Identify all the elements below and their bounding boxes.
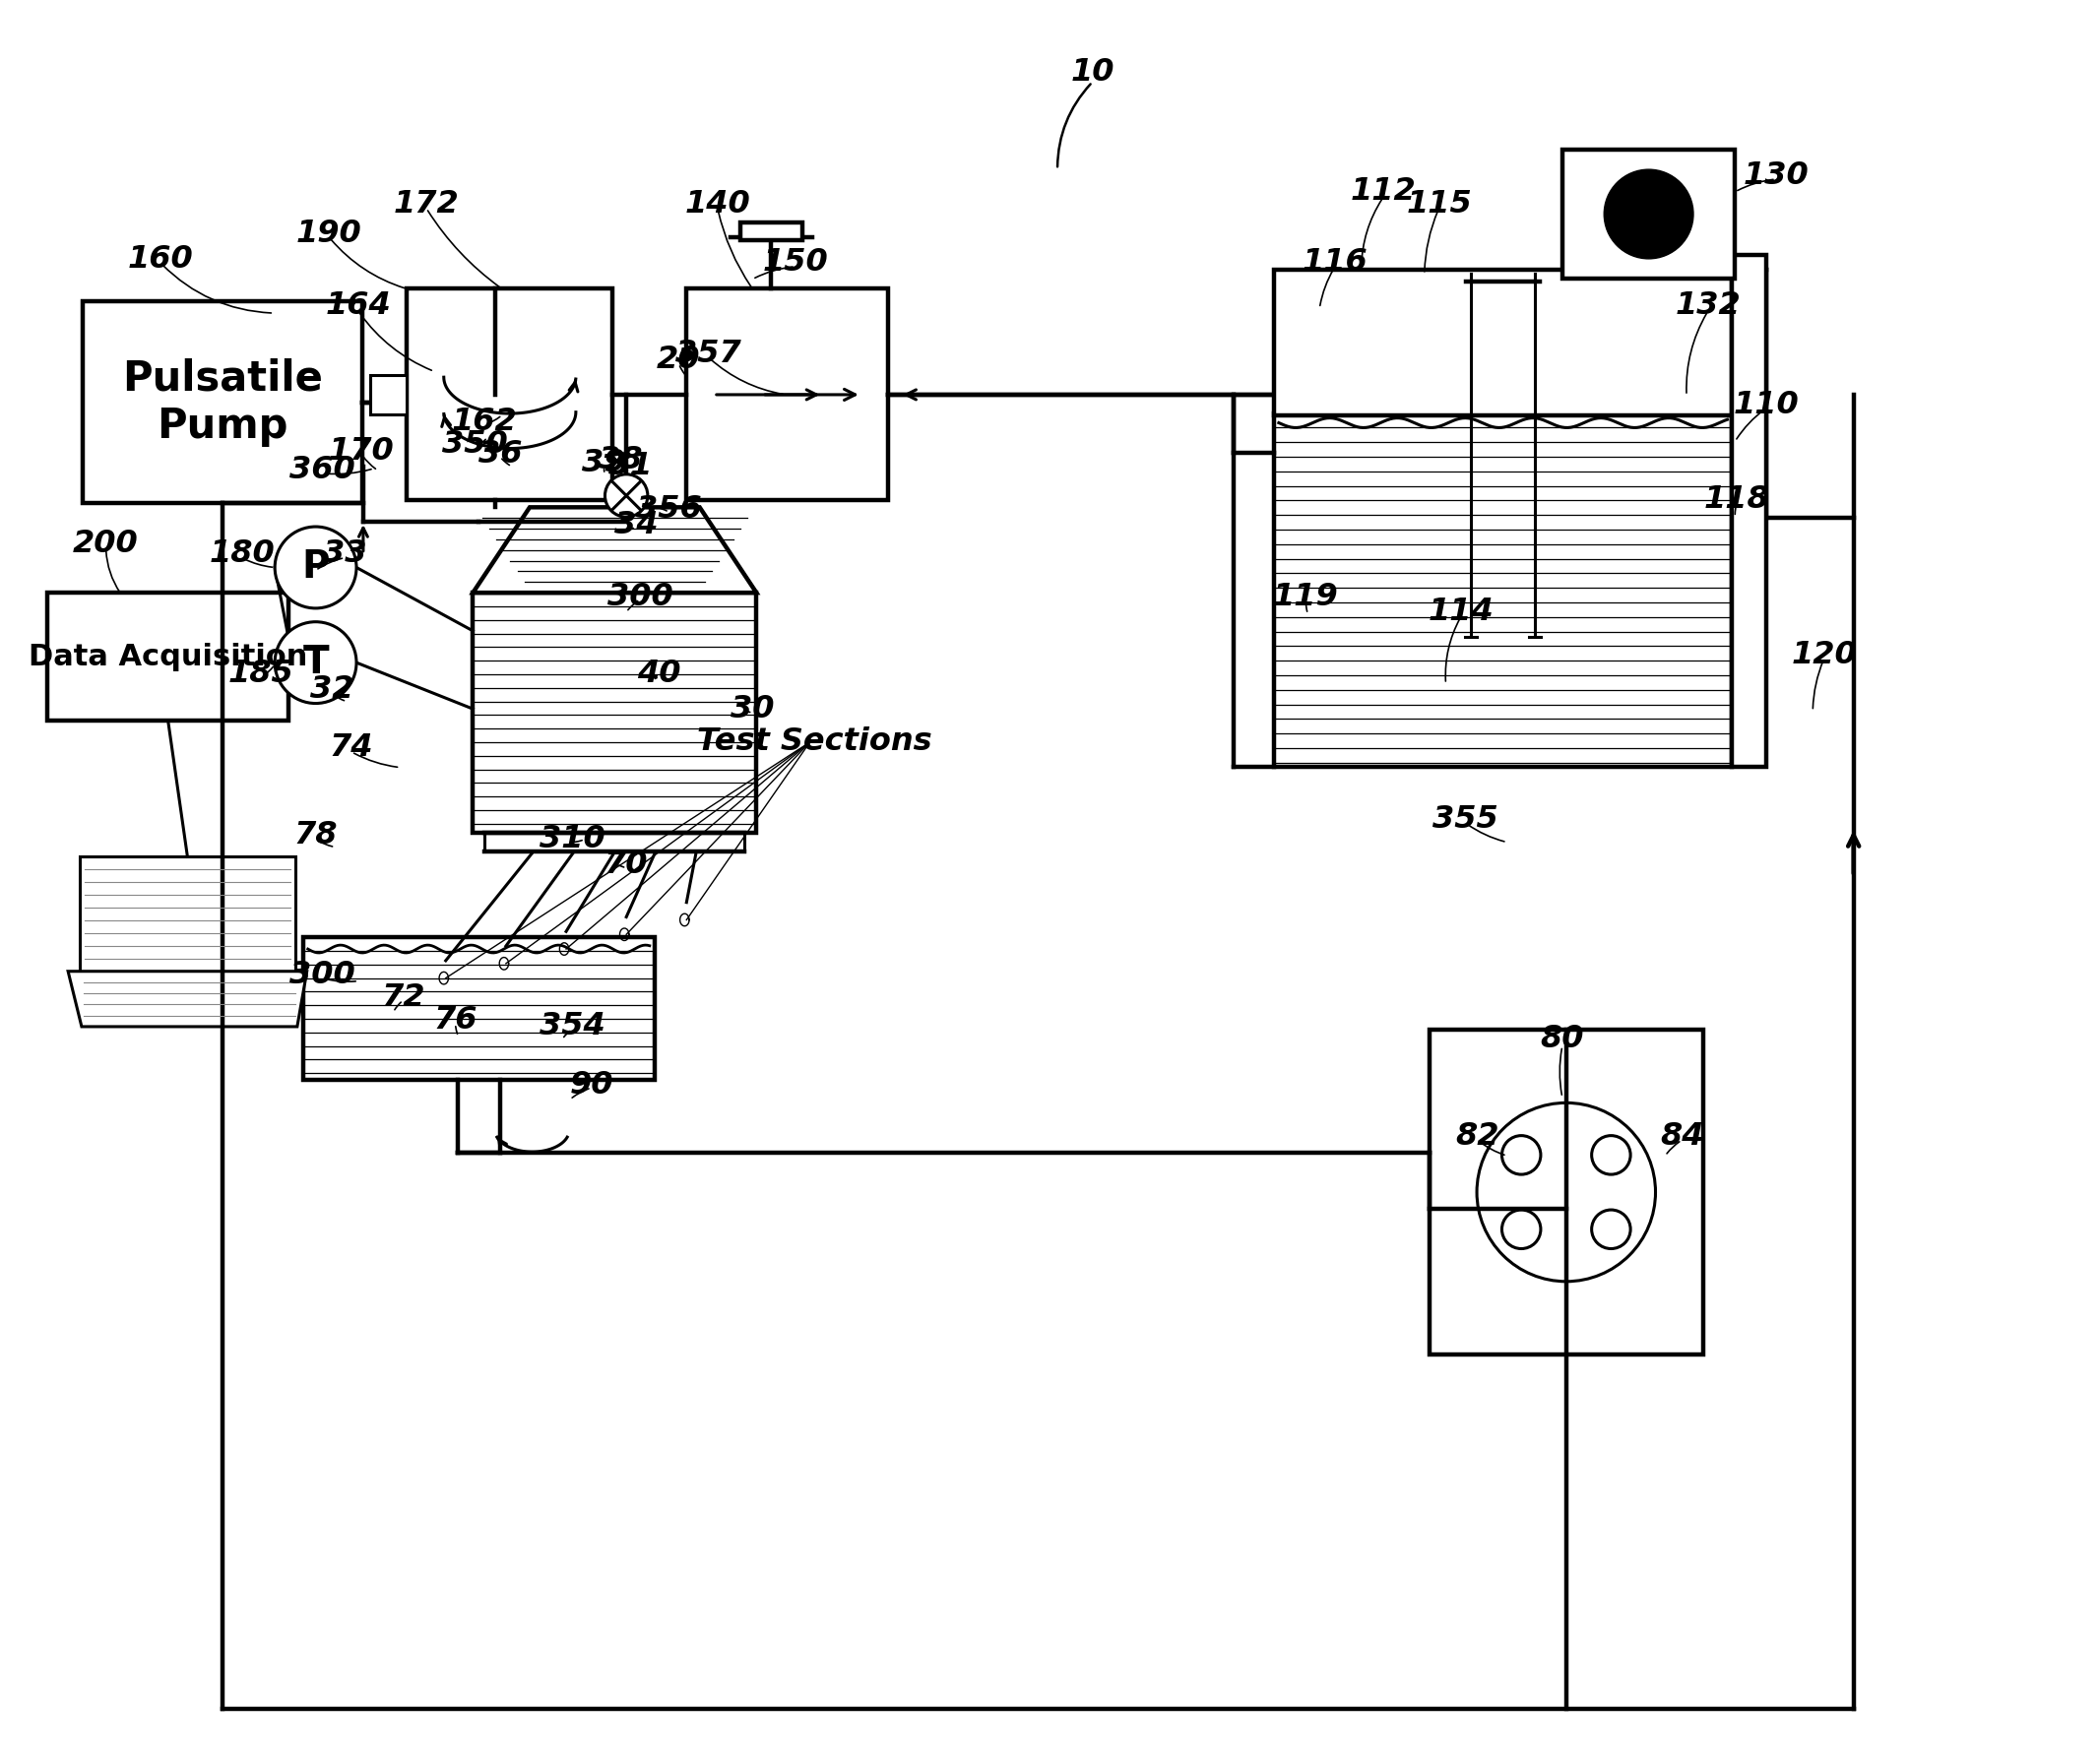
Text: 132: 132 bbox=[1676, 291, 1741, 321]
Text: 164: 164 bbox=[326, 291, 391, 321]
Text: 38: 38 bbox=[598, 446, 643, 476]
Text: T: T bbox=[302, 643, 330, 681]
Text: Pulsatile
Pump: Pulsatile Pump bbox=[122, 358, 323, 448]
Circle shape bbox=[275, 622, 357, 703]
Text: 78: 78 bbox=[294, 820, 338, 850]
Text: 130: 130 bbox=[1743, 160, 1808, 190]
Text: 354: 354 bbox=[540, 1012, 605, 1042]
Text: 70: 70 bbox=[605, 850, 649, 880]
Text: 33: 33 bbox=[323, 539, 368, 569]
Bar bbox=[370, 376, 407, 414]
Text: 74: 74 bbox=[330, 733, 374, 763]
Text: 357: 357 bbox=[674, 338, 741, 368]
Text: P: P bbox=[302, 548, 330, 585]
Bar bbox=[1732, 256, 1766, 767]
Polygon shape bbox=[67, 971, 307, 1026]
Text: 82: 82 bbox=[1455, 1121, 1499, 1151]
Text: 31: 31 bbox=[609, 451, 653, 481]
Text: 72: 72 bbox=[380, 982, 424, 1012]
Circle shape bbox=[275, 527, 357, 608]
Text: 116: 116 bbox=[1302, 247, 1367, 279]
Bar bbox=[407, 289, 613, 501]
Text: 356: 356 bbox=[636, 494, 701, 524]
Text: 355: 355 bbox=[1432, 804, 1497, 836]
Text: 110: 110 bbox=[1732, 390, 1800, 421]
Text: 300: 300 bbox=[607, 582, 672, 612]
Bar bbox=[687, 289, 888, 501]
Text: 180: 180 bbox=[210, 539, 275, 569]
Text: 90: 90 bbox=[569, 1070, 613, 1100]
Text: 150: 150 bbox=[762, 247, 827, 279]
Bar bbox=[1430, 1030, 1703, 1354]
Text: 112: 112 bbox=[1350, 176, 1418, 206]
Circle shape bbox=[1604, 169, 1693, 259]
Bar bbox=[1275, 413, 1732, 767]
Text: 80: 80 bbox=[1541, 1024, 1583, 1054]
Bar bbox=[1275, 270, 1732, 414]
Bar bbox=[1562, 150, 1735, 279]
Text: 140: 140 bbox=[685, 189, 750, 220]
Text: 119: 119 bbox=[1273, 582, 1340, 612]
Text: 10: 10 bbox=[1071, 56, 1115, 88]
Bar bbox=[80, 857, 296, 971]
Text: 350: 350 bbox=[441, 428, 508, 460]
Text: 84: 84 bbox=[1659, 1121, 1703, 1151]
Polygon shape bbox=[473, 508, 756, 592]
Text: 114: 114 bbox=[1428, 598, 1495, 628]
Text: 160: 160 bbox=[128, 245, 193, 275]
Text: 30: 30 bbox=[731, 695, 775, 725]
Text: Test Sections: Test Sections bbox=[697, 726, 932, 758]
Text: 200: 200 bbox=[74, 529, 139, 559]
Text: 20: 20 bbox=[657, 344, 701, 376]
Text: 120: 120 bbox=[1791, 640, 1856, 670]
Text: 185: 185 bbox=[229, 659, 294, 689]
Text: 36: 36 bbox=[479, 439, 523, 469]
Bar bbox=[302, 938, 655, 1081]
Text: 172: 172 bbox=[393, 189, 460, 220]
Circle shape bbox=[605, 474, 647, 517]
Bar bbox=[473, 592, 756, 832]
Bar bbox=[741, 222, 802, 240]
Text: 40: 40 bbox=[638, 659, 680, 689]
Bar bbox=[48, 592, 288, 721]
Text: 32: 32 bbox=[311, 675, 355, 705]
Text: 39: 39 bbox=[582, 448, 626, 480]
Text: 162: 162 bbox=[452, 407, 517, 437]
Text: 115: 115 bbox=[1407, 189, 1472, 220]
Text: 76: 76 bbox=[433, 1005, 477, 1035]
Text: 360: 360 bbox=[290, 455, 355, 485]
Text: 190: 190 bbox=[296, 219, 361, 249]
Bar bbox=[82, 301, 361, 504]
Text: 300: 300 bbox=[290, 959, 355, 991]
Text: Data Acquisition: Data Acquisition bbox=[29, 642, 307, 672]
Text: 170: 170 bbox=[328, 435, 395, 465]
Text: 310: 310 bbox=[540, 823, 605, 855]
Text: 118: 118 bbox=[1705, 485, 1770, 515]
Text: 34: 34 bbox=[613, 510, 657, 539]
